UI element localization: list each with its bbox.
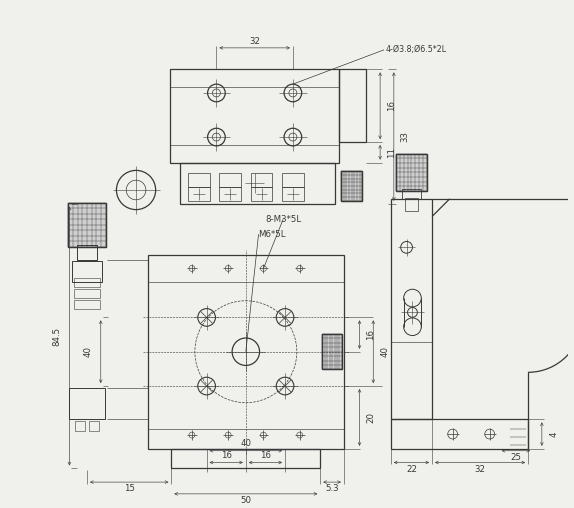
Text: 8-M3*5L: 8-M3*5L xyxy=(265,215,301,224)
Bar xyxy=(282,173,304,187)
Bar xyxy=(405,198,418,211)
Text: 15: 15 xyxy=(123,485,135,493)
Bar xyxy=(402,189,421,199)
Text: 5.3: 5.3 xyxy=(325,485,339,493)
Bar xyxy=(322,334,342,369)
Bar xyxy=(170,70,339,163)
Text: 40: 40 xyxy=(380,346,389,357)
Bar xyxy=(75,421,85,431)
Bar xyxy=(282,187,304,201)
Bar xyxy=(180,163,335,204)
Bar xyxy=(89,421,99,431)
Text: 33: 33 xyxy=(401,131,410,142)
Bar xyxy=(74,300,100,308)
Bar xyxy=(68,203,106,247)
Bar xyxy=(188,173,210,187)
Text: 32: 32 xyxy=(249,37,260,46)
Text: 11: 11 xyxy=(387,147,396,158)
Text: 40: 40 xyxy=(241,439,251,449)
Bar xyxy=(77,245,97,260)
Text: M6*5L: M6*5L xyxy=(258,230,286,239)
Bar xyxy=(68,203,106,247)
Bar xyxy=(74,289,100,298)
Bar xyxy=(391,420,528,449)
Bar xyxy=(341,171,362,201)
Text: 4-Ø3.8;Ø6.5*2L: 4-Ø3.8;Ø6.5*2L xyxy=(386,45,447,54)
Bar xyxy=(72,261,102,282)
Text: 25: 25 xyxy=(510,453,521,462)
Text: 16: 16 xyxy=(221,451,232,460)
Bar xyxy=(74,278,100,287)
Bar xyxy=(188,187,210,201)
Text: 4: 4 xyxy=(550,431,559,437)
Text: 16: 16 xyxy=(366,329,375,340)
Bar xyxy=(219,187,241,201)
Bar xyxy=(341,171,362,201)
Text: 22: 22 xyxy=(406,465,417,474)
Bar xyxy=(219,173,241,187)
Bar xyxy=(396,154,427,191)
Text: 16: 16 xyxy=(260,451,271,460)
Bar xyxy=(339,70,366,142)
Bar xyxy=(69,388,104,420)
Text: 20: 20 xyxy=(366,412,375,423)
Bar xyxy=(251,187,272,201)
Bar xyxy=(322,334,342,369)
Bar xyxy=(148,255,344,449)
Text: 40: 40 xyxy=(84,346,93,357)
Text: 32: 32 xyxy=(475,465,486,474)
Bar xyxy=(391,199,432,420)
Text: 50: 50 xyxy=(241,496,251,505)
Bar xyxy=(396,154,427,191)
Text: 84.5: 84.5 xyxy=(53,327,61,345)
Bar xyxy=(251,173,272,187)
Text: 16: 16 xyxy=(387,100,396,111)
Bar xyxy=(171,449,320,468)
